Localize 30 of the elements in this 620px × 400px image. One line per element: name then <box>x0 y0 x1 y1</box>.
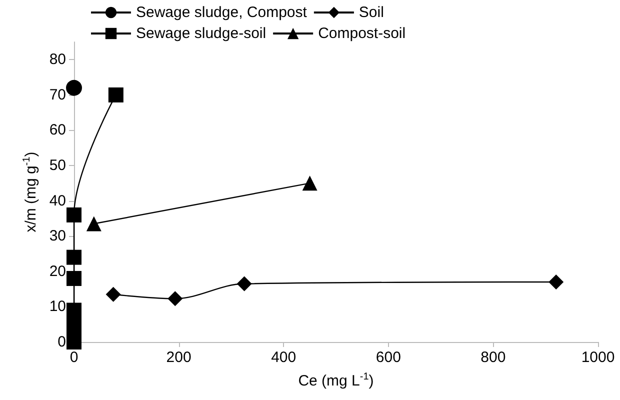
y-axis-title: x/m (mg g-1) <box>21 152 40 232</box>
y-tick-label: 60 <box>49 122 66 139</box>
y-tick-label: 70 <box>49 86 66 104</box>
point <box>236 276 252 292</box>
point <box>66 302 82 318</box>
y-tick-label: 40 <box>49 192 66 210</box>
legend-label: Sewage sludge, Compost <box>136 4 308 21</box>
y-tick-label: 0 <box>58 334 66 350</box>
point <box>548 274 564 290</box>
x-tick-label: 400 <box>271 349 296 366</box>
x-tick-label: 800 <box>480 349 506 366</box>
point <box>66 80 82 96</box>
y-tick-label: 10 <box>49 298 66 316</box>
point <box>106 286 121 302</box>
y-tick-label: 30 <box>49 228 66 245</box>
point <box>66 270 82 286</box>
x-tick-label: 200 <box>166 349 192 366</box>
legend-label: Soil <box>358 4 384 21</box>
y-tick-label: 50 <box>49 157 66 174</box>
x-tick-label: 1000 <box>581 349 615 366</box>
point <box>108 87 124 102</box>
point <box>66 207 82 222</box>
y-tick-label: 20 <box>49 262 66 280</box>
point <box>66 250 82 265</box>
y-tick-label: 80 <box>49 51 66 68</box>
legend-label: Compost-soil <box>318 25 406 42</box>
x-tick-label: 0 <box>70 349 78 366</box>
point <box>168 291 183 306</box>
legend-label: Sewage sludge-soil <box>136 25 266 42</box>
x-tick-label: 600 <box>376 349 401 366</box>
